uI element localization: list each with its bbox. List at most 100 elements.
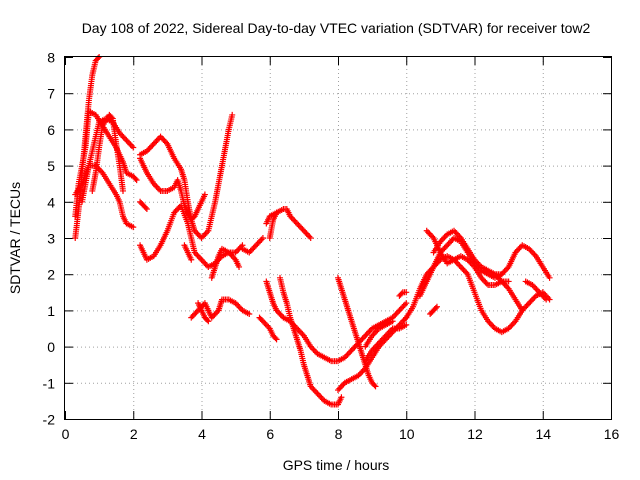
data-point	[527, 298, 534, 305]
data-point	[489, 322, 496, 329]
data-point	[350, 345, 357, 352]
data-point	[195, 232, 202, 239]
data-point	[201, 259, 208, 266]
data-point	[197, 255, 204, 262]
data-point	[508, 322, 515, 329]
data-point	[306, 233, 313, 240]
data-point	[397, 305, 404, 312]
data-point	[157, 133, 164, 140]
data-point	[303, 230, 310, 237]
y-tick-label: -2	[43, 412, 56, 428]
data-point	[154, 185, 161, 192]
data-point	[130, 224, 137, 231]
data-point	[423, 227, 430, 234]
y-tick-label: 2	[47, 267, 55, 283]
data-point	[526, 300, 533, 307]
x-tick-label: 14	[535, 426, 551, 442]
data-point	[152, 139, 159, 146]
data-point	[543, 296, 550, 303]
data-point	[452, 229, 459, 236]
y-tick-label: 0	[47, 339, 55, 355]
data-point	[154, 136, 161, 143]
data-point	[314, 390, 321, 397]
data-point	[292, 219, 299, 226]
data-point	[246, 311, 253, 318]
data-point	[313, 389, 320, 396]
data-point	[338, 394, 345, 401]
data-point	[336, 385, 343, 392]
data-point	[294, 220, 301, 227]
data-point	[264, 322, 271, 329]
data-point	[295, 221, 302, 228]
data-point	[120, 134, 127, 141]
data-point	[198, 256, 205, 263]
data-point	[195, 253, 202, 260]
data-point	[143, 206, 150, 213]
data-point	[442, 243, 449, 250]
data-point	[399, 304, 406, 311]
data-point	[372, 383, 379, 390]
data-point	[530, 250, 537, 257]
data-point	[307, 235, 314, 241]
x-tick-label: 16	[604, 426, 620, 442]
data-point	[277, 311, 284, 318]
data-point	[311, 387, 318, 394]
data-point	[188, 314, 195, 321]
data-point	[400, 303, 407, 310]
data-point	[426, 230, 433, 237]
y-tick-label: -1	[43, 375, 56, 391]
data-point	[310, 386, 317, 393]
data-point	[123, 137, 130, 144]
data-point	[481, 277, 488, 284]
data-point	[396, 307, 403, 314]
data-point	[483, 280, 490, 287]
data-point	[190, 214, 197, 221]
x-axis-label: GPS time / hours	[283, 457, 390, 473]
data-point	[524, 301, 531, 308]
data-point	[156, 186, 163, 193]
data-point	[273, 209, 280, 216]
data-point	[427, 232, 434, 239]
data-point	[122, 135, 129, 142]
data-point	[392, 311, 399, 318]
data-point	[194, 252, 201, 259]
data-point	[360, 334, 367, 341]
data-point	[255, 239, 262, 246]
data-point	[530, 295, 537, 302]
data-point	[460, 266, 467, 273]
data-point	[317, 393, 324, 400]
data-point	[371, 382, 378, 389]
data-point	[298, 224, 305, 231]
data-point	[509, 321, 516, 328]
data-point	[365, 329, 372, 336]
data-point	[482, 279, 489, 286]
data-point	[502, 266, 509, 273]
data-point	[108, 114, 115, 121]
data-point	[289, 216, 296, 223]
data-point	[199, 233, 206, 240]
x-tick-label: 2	[130, 426, 138, 442]
data-point	[229, 111, 236, 118]
data-point	[304, 232, 311, 239]
y-tick-label: 3	[47, 231, 55, 247]
data-point	[432, 304, 439, 311]
data-point	[398, 290, 405, 297]
data-point	[142, 204, 149, 211]
data-point	[193, 308, 200, 315]
data-point	[344, 351, 351, 358]
x-tick-label: 4	[198, 426, 206, 442]
data-point	[153, 183, 160, 190]
data-point	[528, 248, 535, 255]
data-point	[456, 262, 463, 269]
data-point	[366, 328, 373, 335]
data-point	[235, 246, 242, 253]
data-point	[335, 387, 341, 394]
data-point	[258, 236, 265, 243]
data-point	[461, 268, 468, 275]
data-point	[348, 347, 355, 354]
data-point	[401, 301, 408, 308]
data-point	[128, 143, 135, 150]
data-point	[546, 274, 553, 281]
data-point	[523, 303, 530, 310]
data-point	[532, 284, 539, 291]
